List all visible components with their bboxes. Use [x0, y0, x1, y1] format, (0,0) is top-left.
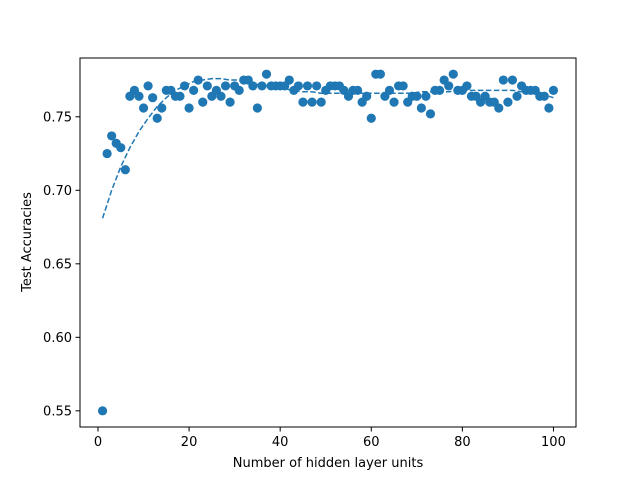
- data-point: [366, 113, 376, 123]
- data-point: [97, 406, 108, 416]
- data-point: [252, 103, 262, 113]
- data-point: [152, 113, 162, 123]
- data-point: [444, 81, 454, 91]
- x-tick-label: 0: [94, 435, 102, 450]
- data-point: [539, 91, 549, 101]
- data-point: [503, 97, 513, 107]
- data-point: [189, 85, 199, 95]
- data-point: [102, 148, 112, 159]
- data-point: [416, 103, 426, 113]
- data-point: [307, 97, 317, 107]
- data-point: [398, 81, 408, 91]
- data-point: [389, 97, 399, 107]
- data-point: [384, 85, 395, 95]
- data-point: [234, 85, 244, 95]
- data-point: [498, 75, 508, 85]
- data-point: [544, 103, 554, 113]
- y-tick-label: 0.55: [43, 404, 72, 419]
- data-point: [225, 97, 235, 107]
- data-point: [512, 91, 522, 101]
- data-point: [202, 81, 212, 91]
- plot-area: [97, 69, 559, 416]
- trend-line: [101, 77, 554, 219]
- data-point: [107, 131, 117, 141]
- data-point: [138, 103, 149, 113]
- data-point: [184, 103, 194, 113]
- data-point: [134, 91, 144, 101]
- data-point: [353, 85, 363, 95]
- data-point: [375, 69, 385, 79]
- x-tick-label: 80: [454, 435, 471, 450]
- x-tick-label: 40: [272, 435, 289, 450]
- x-tick-label: 20: [181, 435, 198, 450]
- data-point: [284, 75, 294, 85]
- y-axis-label: Test Accuracies: [20, 192, 35, 293]
- data-point: [507, 75, 518, 85]
- x-axis-ticks: 0 20 40 60 80 100: [94, 427, 566, 450]
- data-point: [298, 97, 308, 107]
- data-point: [293, 81, 303, 91]
- data-point: [193, 75, 203, 85]
- data-point: [220, 81, 231, 91]
- data-point: [462, 81, 472, 91]
- y-tick-label: 0.65: [43, 257, 72, 272]
- data-point: [362, 91, 372, 101]
- y-axis-ticks: 0.55 0.60 0.65 0.70 0.75: [43, 110, 80, 419]
- x-axis-label: Number of hidden layer units: [233, 456, 424, 471]
- data-point: [257, 81, 267, 91]
- data-point: [157, 103, 167, 113]
- data-point: [120, 165, 130, 175]
- x-tick-label: 100: [541, 435, 566, 450]
- data-point: [179, 81, 190, 91]
- data-point: [302, 81, 313, 91]
- data-point: [261, 69, 272, 79]
- data-point: [216, 91, 226, 101]
- x-tick-label: 60: [363, 435, 380, 450]
- data-point: [421, 91, 431, 101]
- data-point: [448, 69, 458, 79]
- data-point: [412, 91, 422, 101]
- data-point: [494, 103, 504, 113]
- data-point: [175, 91, 185, 101]
- data-point: [312, 81, 322, 91]
- y-tick-label: 0.70: [43, 184, 72, 199]
- data-point: [148, 93, 158, 103]
- data-point: [425, 109, 436, 119]
- axes-frame: [79, 57, 577, 428]
- data-point: [198, 97, 208, 107]
- data-point: [116, 143, 126, 153]
- y-tick-label: 0.75: [43, 110, 72, 125]
- data-point: [248, 81, 258, 91]
- data-point: [316, 97, 326, 107]
- data-point: [548, 85, 559, 95]
- data-points: [97, 69, 559, 416]
- data-point: [143, 81, 153, 91]
- data-point: [434, 85, 445, 95]
- y-tick-label: 0.60: [43, 331, 72, 346]
